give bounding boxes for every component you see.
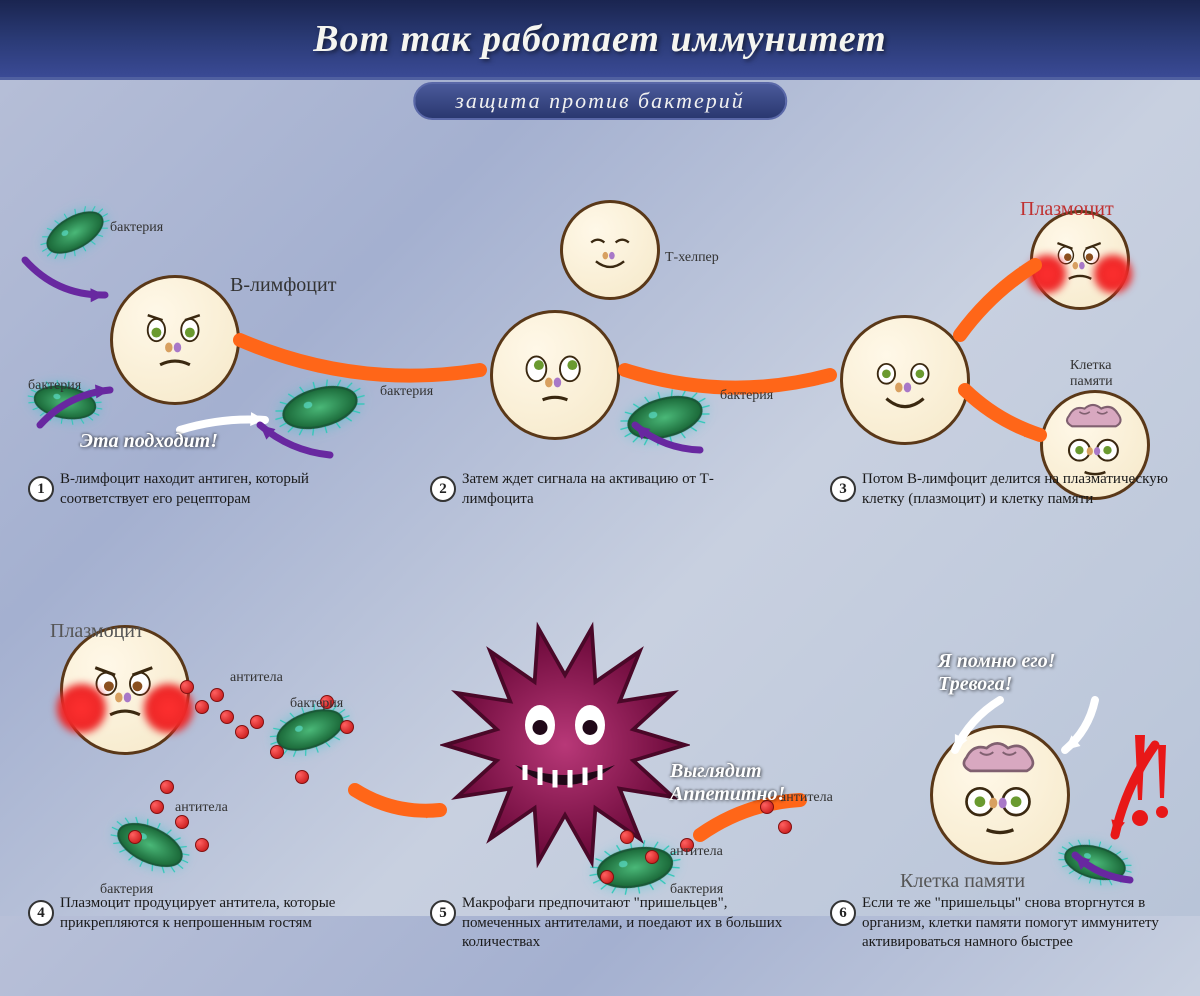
step-number-4: 4 bbox=[28, 900, 54, 926]
entity-label-11: Т-хелпер bbox=[665, 250, 719, 266]
header: Вот так работает иммунитет bbox=[0, 0, 1200, 80]
curved-label-3: Клетка памяти bbox=[900, 870, 1025, 893]
antibody-dot-2 bbox=[210, 688, 224, 702]
step-text-1: В-лимфоцит находит антиген, который соот… bbox=[60, 470, 390, 509]
antibody-dot-16 bbox=[645, 850, 659, 864]
antibody-dot-0 bbox=[180, 680, 194, 694]
curved-label-2: Плазмоцит bbox=[50, 620, 144, 643]
diagram-canvas: 1В-лимфоцит находит антиген, который соо… bbox=[0, 80, 1200, 916]
curved-label-0: В-лимфоцит bbox=[230, 274, 336, 297]
entity-label-10: антитела bbox=[670, 844, 723, 860]
cell-t_helper bbox=[560, 200, 660, 300]
step-text-5: Макрофаги предпочитают "пришельцев", пом… bbox=[462, 894, 802, 953]
step-number-3: 3 bbox=[830, 476, 856, 502]
macrophage bbox=[440, 620, 690, 870]
cell-plasmocyte_1 bbox=[1030, 210, 1130, 310]
step-text-2: Затем ждет сигнала на активацию от Т-лим… bbox=[462, 470, 762, 509]
subtitle-banner: защита против бактерий bbox=[413, 82, 787, 120]
antibody-dot-7 bbox=[150, 800, 164, 814]
step-number-6: 6 bbox=[830, 900, 856, 926]
subtitle: защита против бактерий bbox=[455, 88, 745, 114]
speech-remember: Я помню его! Тревога! bbox=[938, 650, 1056, 696]
entity-label-4: бактерия bbox=[290, 696, 343, 712]
step-number-5: 5 bbox=[430, 900, 456, 926]
speech-appetizing: Выглядит Аппетитно! bbox=[670, 760, 785, 806]
cell-b_lymphocyte_2 bbox=[490, 310, 620, 440]
step-text-3: Потом В-лимфоцит делится на плазматическ… bbox=[862, 470, 1172, 509]
cell-b_lymphocyte_3 bbox=[840, 315, 970, 445]
step-number-2: 2 bbox=[430, 476, 456, 502]
entity-label-0: бактерия bbox=[110, 220, 163, 236]
page-title: Вот так работает иммунитет bbox=[313, 17, 886, 61]
antibody-dot-17 bbox=[600, 870, 614, 884]
cell-memory_cell_2 bbox=[930, 725, 1070, 865]
entity-label-2: бактерия bbox=[380, 384, 433, 400]
antibody-dot-9 bbox=[128, 830, 142, 844]
antibody-dot-13 bbox=[295, 770, 309, 784]
bacteria-2 bbox=[260, 367, 380, 449]
curved-label-1: Плазмоцит bbox=[1020, 198, 1114, 221]
antibody-dot-3 bbox=[220, 710, 234, 724]
step-number-1: 1 bbox=[28, 476, 54, 502]
entity-label-12: Клетка памяти bbox=[1070, 358, 1113, 390]
step-text-6: Если те же "пришельцы" снова вторгнутся … bbox=[862, 894, 1182, 953]
entity-label-1: бактерия bbox=[28, 378, 81, 394]
antibody-dot-14 bbox=[270, 745, 284, 759]
entity-label-7: антитела bbox=[230, 670, 283, 686]
antibody-dot-5 bbox=[250, 715, 264, 729]
antibody-dot-15 bbox=[620, 830, 634, 844]
antibody-dot-1 bbox=[195, 700, 209, 714]
entity-label-3: бактерия bbox=[720, 388, 773, 404]
step-text-4: Плазмоцит продуцирует антитела, которые … bbox=[60, 894, 390, 933]
cell-b_lymphocyte_1 bbox=[110, 275, 240, 405]
entity-label-8: антитела bbox=[175, 800, 228, 816]
antibody-dot-12 bbox=[340, 720, 354, 734]
cell-plasmocyte_2 bbox=[60, 625, 190, 755]
exclamation-marks bbox=[1120, 730, 1180, 845]
entity-label-9: антитела bbox=[780, 790, 833, 806]
speech-fits: Эта подходит! bbox=[80, 430, 218, 453]
bacteria-3 bbox=[605, 377, 725, 459]
antibody-dot-20 bbox=[778, 820, 792, 834]
antibody-dot-10 bbox=[195, 838, 209, 852]
antibody-dot-6 bbox=[160, 780, 174, 794]
antibody-dot-4 bbox=[235, 725, 249, 739]
antibody-dot-8 bbox=[175, 815, 189, 829]
